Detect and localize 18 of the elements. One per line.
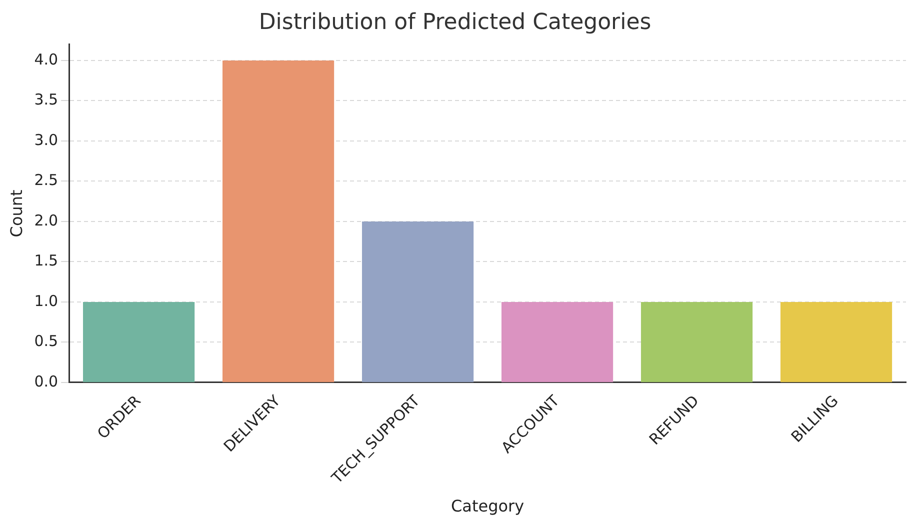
bar — [501, 302, 614, 382]
y-tick-label: 0.0 — [34, 372, 58, 390]
bar — [362, 221, 474, 382]
bar — [83, 302, 195, 382]
bar — [780, 302, 892, 382]
chart-title: Distribution of Predicted Categories — [258, 10, 652, 35]
y-tick-label: 4.0 — [34, 50, 58, 68]
y-tick-label: 3.5 — [34, 90, 58, 109]
y-axis-title: Count — [6, 190, 26, 238]
y-tick-label: 2.0 — [34, 211, 58, 230]
y-tick-label: 3.0 — [34, 130, 58, 149]
y-tick-label: 1.5 — [34, 252, 58, 270]
bar — [640, 302, 753, 382]
x-axis-title: Category — [450, 496, 524, 516]
y-tick-label: 1.0 — [34, 292, 58, 310]
y-tick-label: 2.5 — [34, 171, 58, 190]
bar — [222, 60, 334, 382]
y-tick-label: 0.5 — [34, 332, 58, 350]
